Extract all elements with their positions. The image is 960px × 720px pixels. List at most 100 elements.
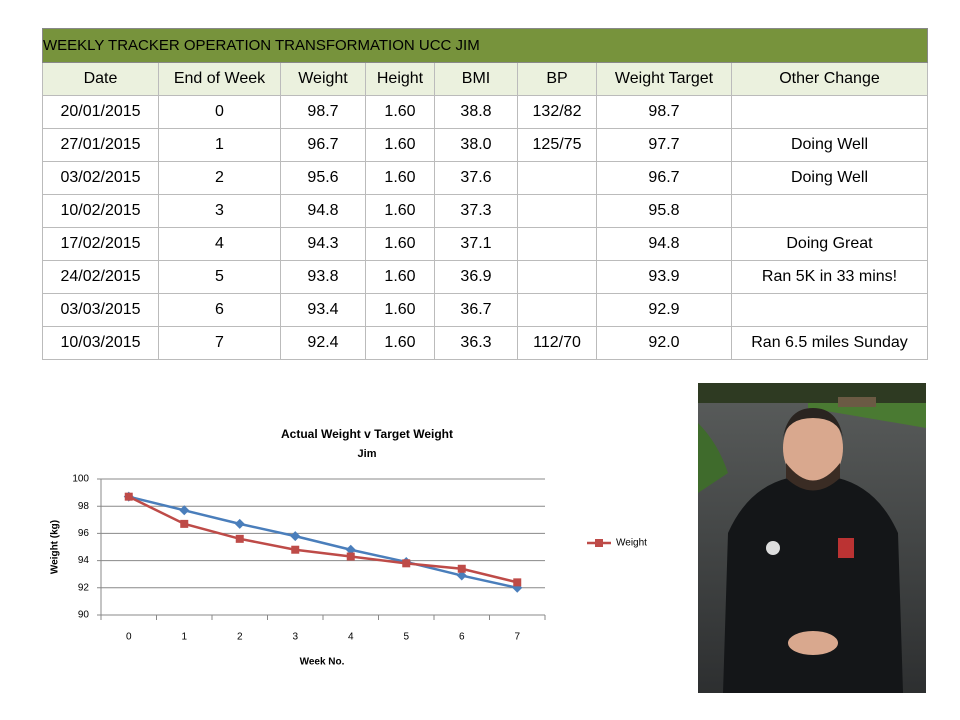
cell: 125/75 [517,128,597,162]
x-tick-label: 6 [459,632,465,643]
y-tick-label: 92 [78,582,90,593]
cell [517,227,597,261]
cell: 10/03/2015 [42,326,159,360]
cell: 38.0 [434,128,518,162]
table-row: 20/01/2015 0 98.7 1.60 38.8 132/82 98.7 [42,95,928,129]
x-tick-label: 4 [348,632,354,643]
table-row: 17/02/2015 4 94.3 1.60 37.1 94.8 Doing Great [42,227,928,261]
point [512,582,523,593]
cell: 24/02/2015 [42,260,159,294]
cell: 1.60 [365,194,435,228]
cell: 1.60 [365,260,435,294]
cell: 10/02/2015 [42,194,159,228]
cell: 92.0 [596,326,732,360]
tracker-table: WEEKLY TRACKER OPERATION TRANSFORMATION … [42,28,928,360]
cell: 1.60 [365,326,435,360]
cell: 37.1 [434,227,518,261]
header-cell: Date [42,62,159,96]
point [235,534,244,543]
table-title: WEEKLY TRACKER OPERATION TRANSFORMATION … [42,28,928,63]
cell: 98.7 [280,95,366,129]
cell: 4 [158,227,281,261]
series-line [128,495,518,590]
cell: 96.7 [280,128,366,162]
table-row: 03/02/2015 2 95.6 1.60 37.6 96.7 Doing Well [42,161,928,195]
point [180,519,189,528]
table-row: 24/02/2015 5 93.8 1.60 36.9 93.9 Ran 5K in 33 … [42,260,928,294]
cell: 1.60 [365,227,435,261]
cell [517,194,597,228]
cell: 17/02/2015 [42,227,159,261]
chart: Actual Weight v Target Weight Jim Week N… [50,427,648,667]
cell: 5 [158,260,281,294]
x-tick-label: 2 [237,632,243,643]
title-row: WEEKLY TRACKER OPERATION TRANSFORMATION … [42,28,928,63]
series-line [128,495,518,584]
header-row: Date End of Week Weight Height BMI BP Weight T… [42,62,928,96]
legend-label: Weight [616,538,647,549]
cell: 20/01/2015 [42,95,159,129]
cell: 112/70 [517,326,597,360]
cell: 98.7 [596,95,732,129]
cell: 36.7 [434,293,518,327]
point [124,492,133,501]
cell: Doing Great [731,227,928,261]
cell: Ran 5K in 33 mins! [731,260,928,294]
legend-marker [595,539,603,547]
header-cell: Weight [280,62,366,96]
cell: Doing Well [731,161,928,195]
cell: 2 [158,161,281,195]
cell: Doing Well [731,128,928,162]
cell: 37.6 [434,161,518,195]
point [291,545,300,554]
y-tick-label: 94 [78,555,90,566]
point [402,559,411,568]
cell: 1.60 [365,161,435,195]
x-tick-label: 0 [126,632,132,643]
cell [517,161,597,195]
chart-title: Actual Weight v Target Weight [281,427,453,441]
point [345,544,356,555]
point [456,570,467,581]
y-tick-label: 98 [78,501,90,512]
cell: 95.6 [280,161,366,195]
cell [731,95,928,129]
x-tick-label: 7 [514,632,520,643]
cell: 93.9 [596,260,732,294]
x-tick-label: 3 [292,632,298,643]
header-cell: Weight Target [596,62,732,96]
y-tick-label: 100 [72,474,89,485]
cell: 95.8 [596,194,732,228]
chart-subtitle: Jim [358,448,377,460]
header-cell: End of Week [158,62,281,96]
header-cell: Height [365,62,435,96]
cell: 93.8 [280,260,366,294]
cell: 6 [158,293,281,327]
cell: 36.9 [434,260,518,294]
point [234,518,245,529]
header-cell: BP [517,62,597,96]
cell: 03/03/2015 [42,293,159,327]
table-row: 03/03/2015 6 93.4 1.60 36.7 92.9 [42,293,928,327]
cell: 92.4 [280,326,366,360]
cell: 1.60 [365,95,435,129]
x-tick-label: 5 [403,632,409,643]
table-row: 10/03/2015 7 92.4 1.60 36.3 112/70 92.0 Ran 6.5… [42,326,928,360]
y-tick-label: 96 [78,528,90,539]
cell: 36.3 [434,326,518,360]
table-row: 10/02/2015 3 94.8 1.60 37.3 95.8 [42,194,928,228]
x-tick-label: 1 [181,632,187,643]
header-cell: Other Change [731,62,928,96]
cell: 0 [158,95,281,129]
cell [731,194,928,228]
cell: 37.3 [434,194,518,228]
y-axis-label: Weight (kg) [50,520,61,574]
point [179,505,190,516]
cell: 132/82 [517,95,597,129]
y-tick-label: 90 [78,610,90,621]
cell [517,293,597,327]
cell: Ran 6.5 miles Sunday [731,326,928,360]
cell [517,260,597,294]
cell: 94.8 [280,194,366,228]
